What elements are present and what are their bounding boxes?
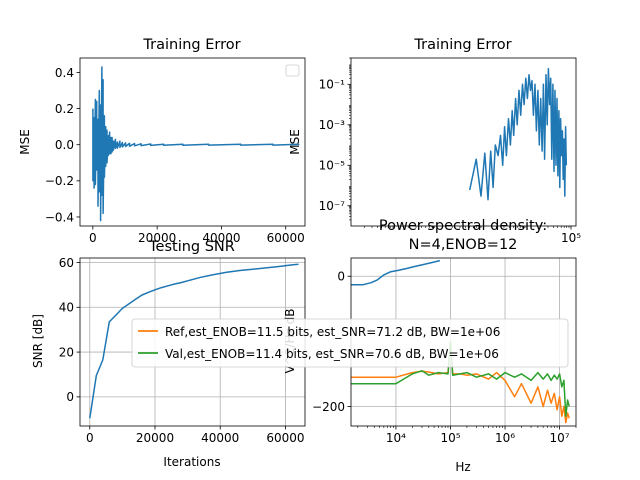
- panel-0-ytick-label: −0.4: [45, 210, 74, 224]
- panel-3-series-2-line: [351, 340, 570, 417]
- panel-1-ytick-label: 10⁻⁵: [319, 159, 346, 173]
- panel-0-ytick-label: 0.0: [55, 138, 74, 152]
- panel-1-frame: [350, 57, 577, 227]
- psd-legend: Ref,est_ENOB=11.5 bits, est_SNR=71.2 dB,…: [131, 318, 569, 368]
- panel-2-ylabel: SNR [dB]: [31, 314, 45, 368]
- panel-3-ytick-label: −200: [312, 400, 345, 414]
- psd-legend-box: [131, 318, 569, 368]
- panel-3-series-0-line: [351, 259, 441, 286]
- panel-3-xtick-label: 10⁷: [550, 431, 570, 445]
- panel-2-title: Testing SNR: [148, 239, 235, 255]
- panel-1-ytick-label: 10⁻³: [319, 118, 346, 132]
- panel-0-series-0-line: [92, 66, 300, 222]
- psd-legend-label-ref: Ref,est_ENOB=11.5 bits, est_SNR=71.2 dB,…: [165, 325, 500, 339]
- panel-3-title-line-1: Power spectral density:: [379, 218, 547, 234]
- panel-0-legend-box: [285, 64, 300, 77]
- panel-0-xtick-label: 40000: [202, 231, 240, 245]
- panel-1-xtick-label: 10⁵: [561, 231, 581, 245]
- panel-1-title: Training Error: [413, 37, 511, 53]
- panel-3-xtick-label: 10⁵: [440, 431, 460, 445]
- panel-1-ytick-label: 10⁻⁷: [319, 199, 346, 213]
- panel-3-xtick-label: 10⁶: [495, 431, 515, 445]
- panel-3-title-line-2: N=4,ENOB=12: [409, 237, 518, 253]
- panel-2-ytick-label: 20: [59, 345, 74, 359]
- panel-1-ytick-label: 10⁻¹: [319, 78, 346, 92]
- panel-0-ytick-label: −0.2: [45, 174, 74, 188]
- panel-0-ylabel: MSE: [18, 129, 32, 155]
- panel-0-ytick-label: 0.4: [55, 66, 74, 80]
- panel-0-xtick-label: 60000: [267, 231, 305, 245]
- panel-2-xtick-label: 60000: [266, 431, 304, 445]
- panel-1-ylabel: MSE: [288, 129, 302, 155]
- panel-3-ytick-label: 0: [337, 270, 345, 284]
- panel-3-xtick-label: 10⁴: [386, 431, 406, 445]
- panel-0-xtick-label: 0: [89, 231, 97, 245]
- panel-3-xlabel: Hz: [455, 460, 470, 474]
- panel-2-ytick-label: 40: [59, 301, 74, 315]
- panel-2-series-0-line: [89, 263, 299, 419]
- panel-2-xtick-label: 20000: [136, 431, 174, 445]
- panel-0-frame: [79, 57, 306, 227]
- panel-2-xlabel: Iterations: [163, 455, 220, 469]
- panel-0: Training Error MSE 0 20000 40000 60000 −0.4 −…: [18, 37, 306, 245]
- panel-2-ytick-label: 60: [59, 256, 74, 270]
- panel-0-xtick-label: 20000: [138, 231, 176, 245]
- panel-2-ytick-label: 0: [66, 390, 74, 404]
- psd-legend-label-val: Val,est_ENOB=11.4 bits, est_SNR=70.6 dB,…: [165, 347, 499, 361]
- panel-0-ytick-label: 0.2: [55, 102, 74, 116]
- panel-2-xtick-label: 40000: [201, 431, 239, 445]
- panel-0-title: Training Error: [142, 37, 240, 53]
- panel-2: Testing SNR Iterations SNR [dB] 0 20000 40…: [31, 239, 306, 469]
- panel-1-series-0-line: [468, 67, 568, 201]
- panel-2-xtick-label: 0: [86, 431, 94, 445]
- panel-1: Training Error MSE 10⁵ 10⁻⁷ 10⁻⁵ 10⁻³ 10⁻¹: [288, 37, 581, 245]
